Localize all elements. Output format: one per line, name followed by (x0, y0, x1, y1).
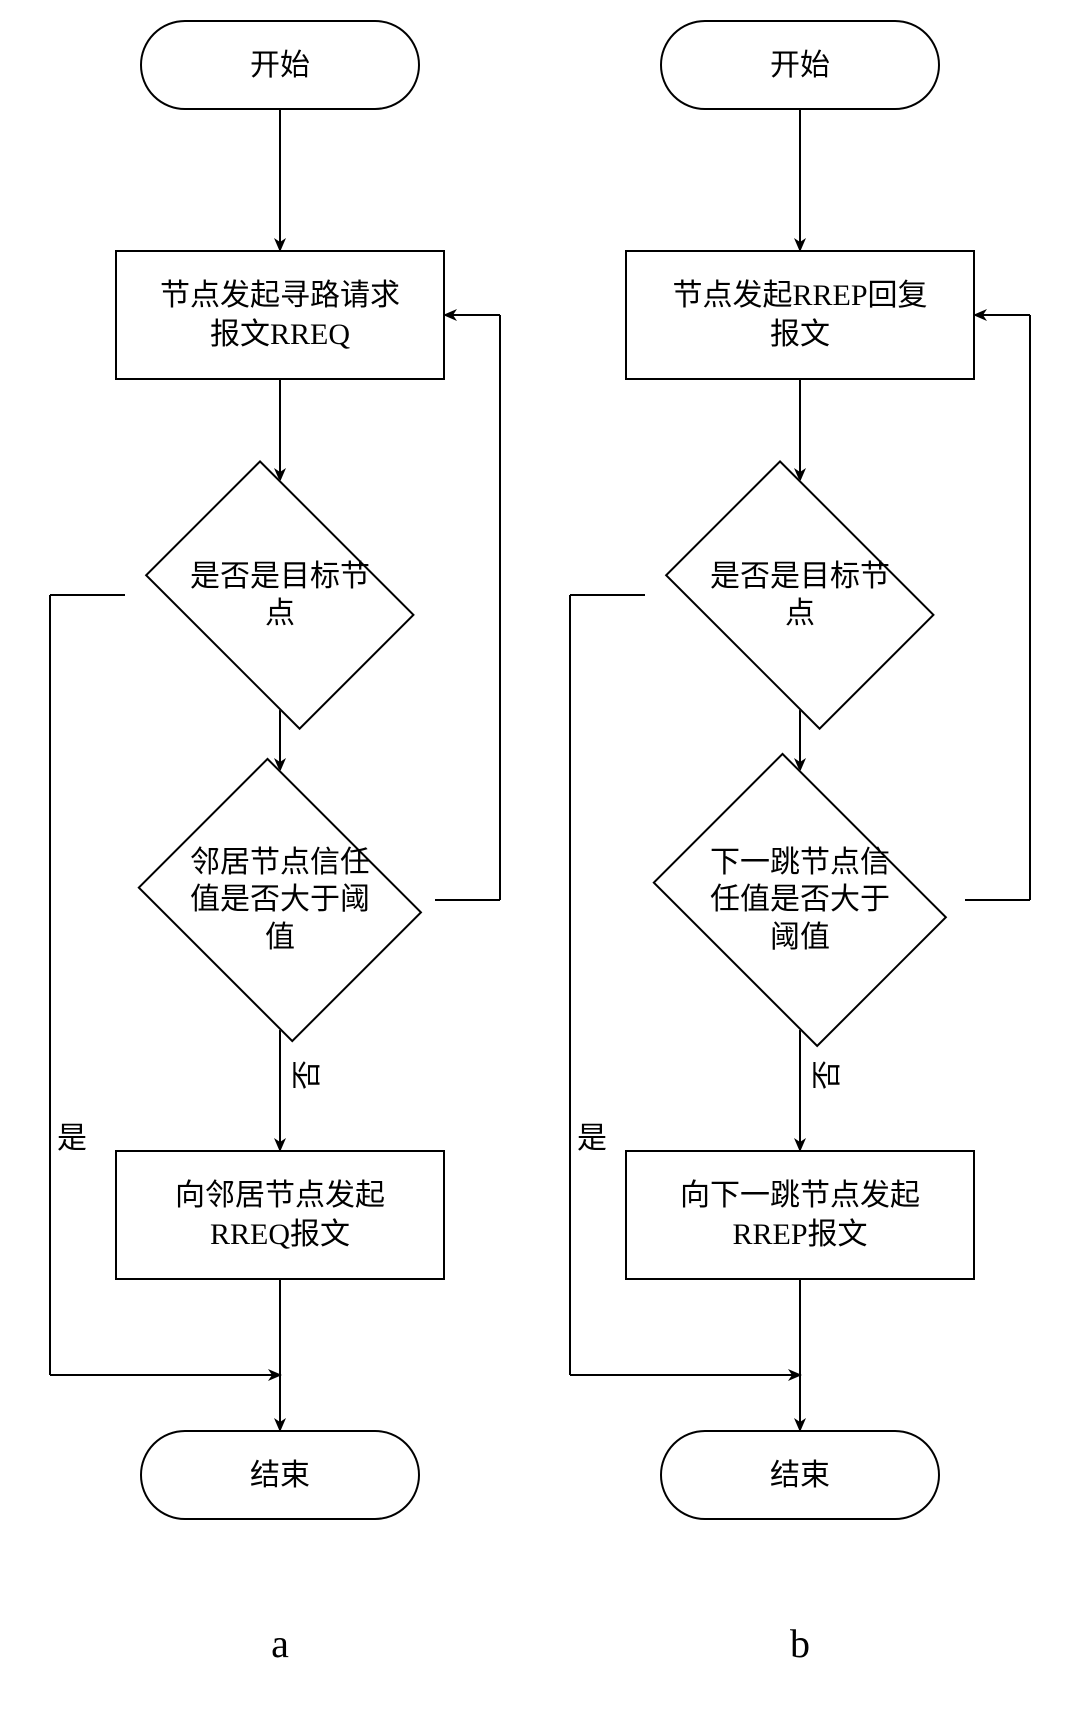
decision-label: 是否是目标节 点 (645, 480, 955, 710)
terminator-end: 结束 (660, 1430, 940, 1520)
decision-d2: 下一跳节点信 任值是否大于 阈值 (635, 770, 965, 1030)
decision-d2: 邻居节点信任 值是否大于阈 值 (125, 770, 435, 1030)
process-n2: 向下一跳节点发起 RREP报文 (625, 1150, 975, 1280)
flowchart-canvas: 开始节点发起寻路请求 报文RREQ是否是目标节 点邻居节点信任 值是否大于阈 值… (0, 0, 1073, 1711)
terminator-end: 结束 (140, 1430, 420, 1520)
process-n1: 节点发起RREP回复 报文 (625, 250, 975, 380)
decision-label: 下一跳节点信 任值是否大于 阈值 (635, 770, 965, 1030)
decision-label: 邻居节点信任 值是否大于阈 值 (125, 770, 435, 1030)
process-n1: 节点发起寻路请求 报文RREQ (115, 250, 445, 380)
decision-d1: 是否是目标节 点 (645, 480, 955, 710)
edge-label: 是 (32, 1115, 112, 1155)
decision-label: 是否是目标节 点 (125, 480, 435, 710)
flowchart-caption: b (780, 1620, 820, 1667)
edge-label: 是 (552, 1115, 632, 1155)
decision-d1: 是否是目标节 点 (125, 480, 435, 710)
flowchart-caption: a (260, 1620, 300, 1667)
terminator-start: 开始 (140, 20, 420, 110)
process-n2: 向邻居节点发起 RREQ报文 (115, 1150, 445, 1280)
edge-label: 否 (284, 1035, 324, 1115)
terminator-start: 开始 (660, 20, 940, 110)
edge-label: 否 (804, 1035, 844, 1115)
